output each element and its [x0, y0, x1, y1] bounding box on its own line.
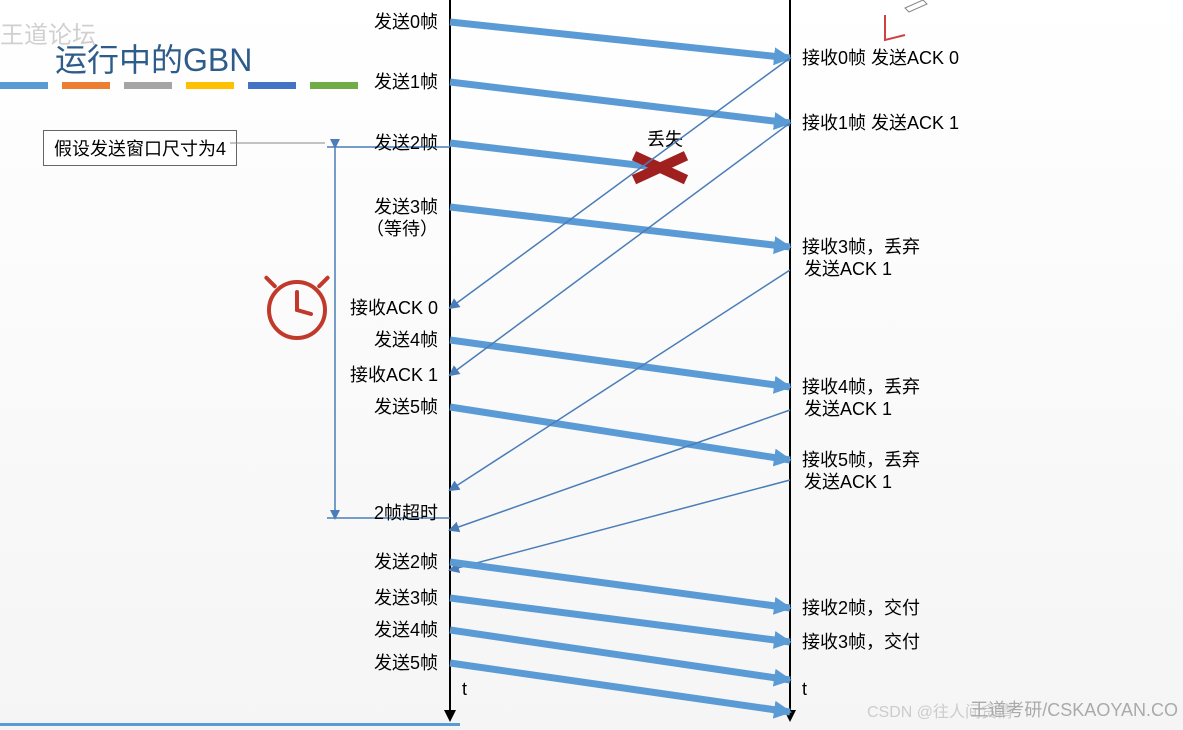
- svg-text:接收ACK 1: 接收ACK 1: [350, 365, 438, 385]
- svg-text:发送4帧: 发送4帧: [374, 620, 438, 640]
- svg-text:发送5帧: 发送5帧: [374, 653, 438, 673]
- svg-text:发送ACK 1: 发送ACK 1: [804, 399, 892, 419]
- watermark-bottom-right: 王道考研/CSKAOYAN.CO: [970, 696, 1178, 722]
- svg-text:2帧超时: 2帧超时: [374, 503, 438, 523]
- svg-text:t: t: [802, 679, 807, 699]
- svg-text:接收3帧，丢弃: 接收3帧，丢弃: [802, 237, 920, 257]
- svg-text:发送2帧: 发送2帧: [374, 133, 438, 153]
- svg-text:接收2帧，交付: 接收2帧，交付: [802, 598, 920, 618]
- svg-text:接收1帧 发送ACK 1: 接收1帧 发送ACK 1: [802, 113, 959, 133]
- svg-text:（等待）: （等待）: [366, 219, 438, 239]
- sequence-diagram: tt发送0帧接收0帧 发送ACK 0发送1帧接收1帧 发送ACK 1丢失发送2帧…: [0, 0, 1183, 730]
- svg-text:发送2帧: 发送2帧: [374, 552, 438, 572]
- svg-text:丢失: 丢失: [647, 130, 683, 150]
- svg-text:发送3帧: 发送3帧: [374, 588, 438, 608]
- svg-text:发送5帧: 发送5帧: [374, 397, 438, 417]
- svg-text:发送ACK 1: 发送ACK 1: [804, 472, 892, 492]
- page-title: 运行中的GBN: [55, 35, 252, 81]
- svg-text:发送1帧: 发送1帧: [374, 72, 438, 92]
- svg-text:发送0帧: 发送0帧: [374, 12, 438, 32]
- svg-text:发送4帧: 发送4帧: [374, 330, 438, 350]
- bottom-accent-line: [0, 723, 460, 726]
- svg-text:接收4帧，丢弃: 接收4帧，丢弃: [802, 377, 920, 397]
- svg-text:发送ACK 1: 发送ACK 1: [804, 259, 892, 279]
- svg-text:接收0帧 发送ACK 0: 接收0帧 发送ACK 0: [802, 48, 959, 68]
- svg-text:接收5帧，丢弃: 接收5帧，丢弃: [802, 450, 920, 470]
- svg-text:t: t: [462, 679, 467, 699]
- svg-text:接收3帧，交付: 接收3帧，交付: [802, 632, 920, 652]
- svg-text:发送3帧: 发送3帧: [374, 197, 438, 217]
- svg-text:接收ACK 0: 接收ACK 0: [350, 298, 438, 318]
